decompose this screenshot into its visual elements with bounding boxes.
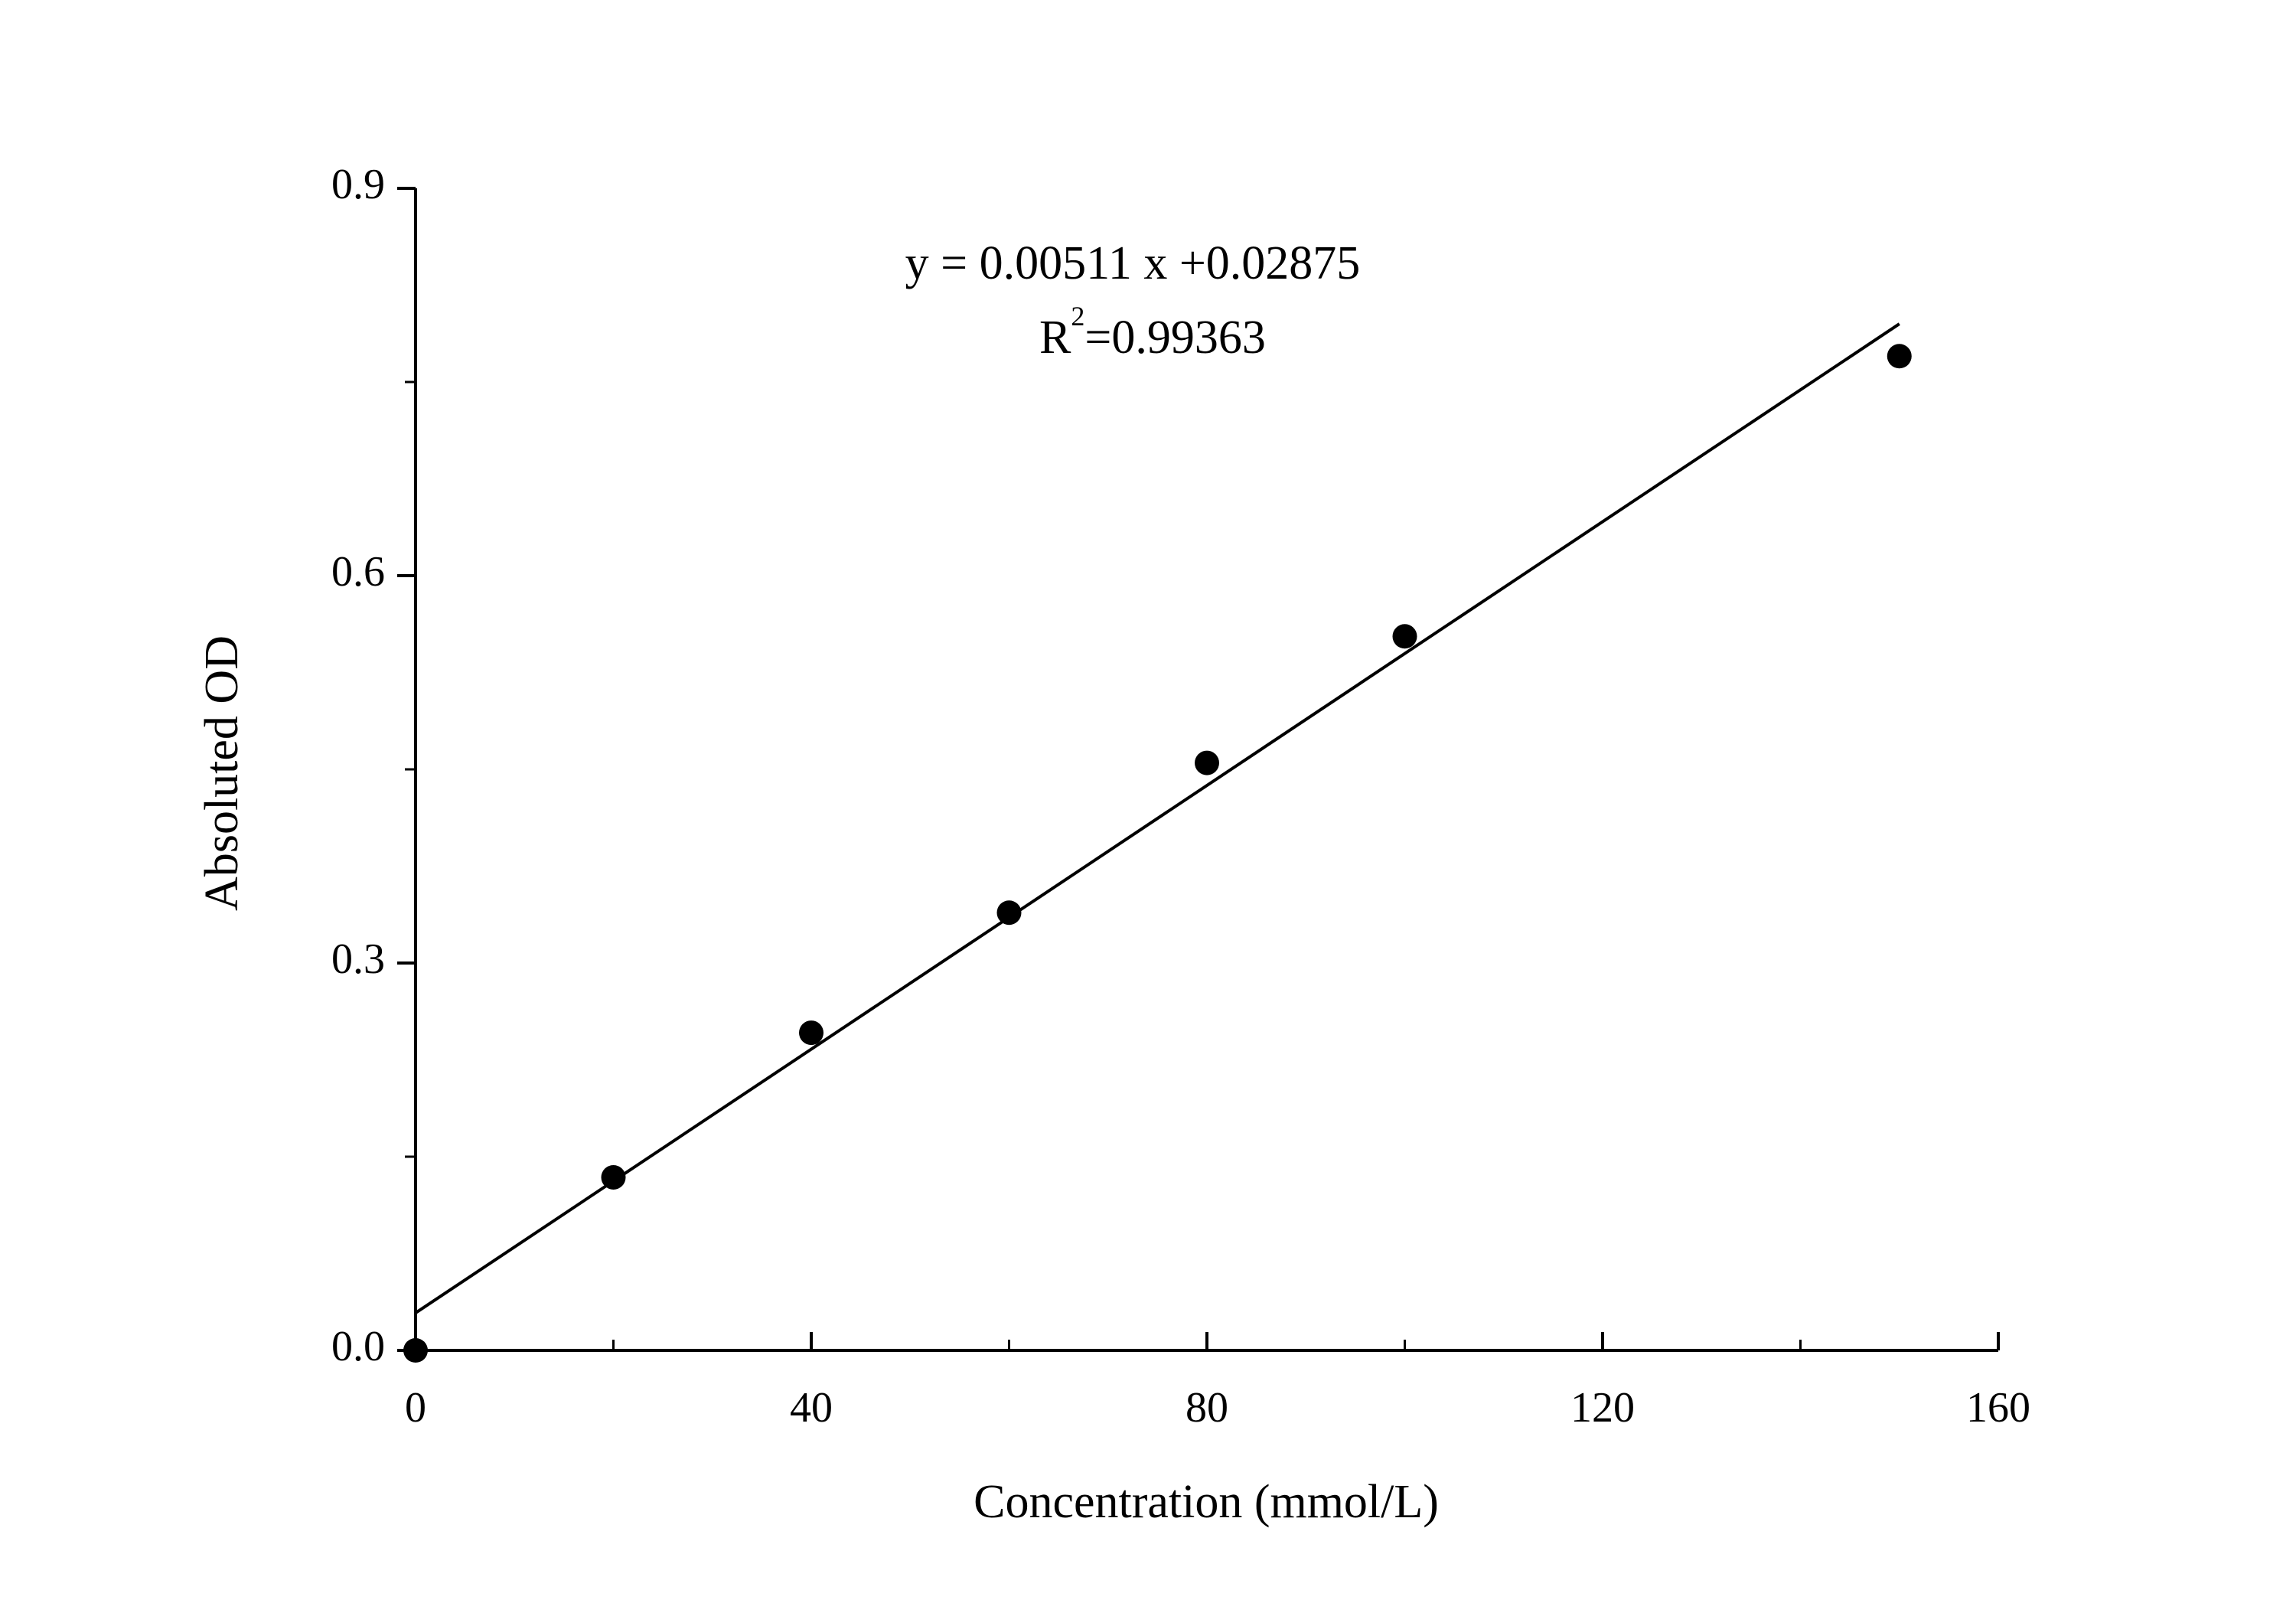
r-base: R	[1039, 312, 1071, 364]
y-tick-label: 0.6	[331, 548, 385, 596]
data-point	[1392, 624, 1417, 649]
data-point	[799, 1020, 823, 1046]
x-tick-label: 80	[1186, 1384, 1228, 1432]
data-point	[601, 1164, 626, 1190]
y-tick-label: 0.9	[331, 161, 385, 208]
x-tick-label: 120	[1570, 1384, 1635, 1432]
y-axis-title: Absoluted OD	[196, 635, 248, 911]
x-tick-label: 40	[790, 1384, 833, 1432]
data-point	[1195, 750, 1219, 775]
y-tick-label: 0.0	[331, 1323, 385, 1370]
x-axis-title: Concentration (mmol/L)	[974, 1476, 1439, 1528]
equation: y = 0.00511 x +0.02875	[905, 237, 1361, 289]
data-point	[403, 1338, 428, 1363]
data-point	[996, 900, 1022, 926]
y-tick-label: 0.3	[331, 935, 385, 983]
r-value: =0.99363	[1084, 312, 1265, 364]
data-point	[1887, 344, 1912, 369]
r-squared: R2=0.99363	[1039, 301, 1266, 364]
x-tick-label: 0	[405, 1384, 426, 1432]
x-tick-label: 160	[1966, 1384, 2030, 1432]
r-exponent: 2	[1071, 301, 1084, 331]
fit-line	[414, 322, 1900, 1314]
